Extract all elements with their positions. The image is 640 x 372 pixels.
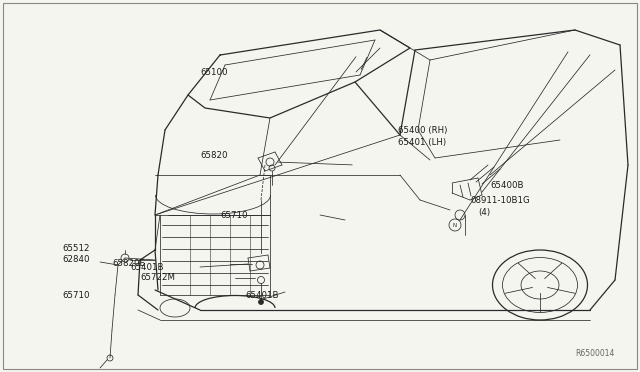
Text: 65710: 65710 xyxy=(62,291,90,299)
Text: R6500014: R6500014 xyxy=(575,349,615,358)
Text: 65710: 65710 xyxy=(220,211,248,219)
Text: 65722M: 65722M xyxy=(140,273,175,282)
Text: 65400 (RH): 65400 (RH) xyxy=(398,125,447,135)
Text: (4): (4) xyxy=(478,208,490,217)
Text: 08911-10B1G: 08911-10B1G xyxy=(470,196,530,205)
Text: 65401 (LH): 65401 (LH) xyxy=(398,138,446,147)
Circle shape xyxy=(259,299,264,305)
Text: 65401B: 65401B xyxy=(245,291,278,299)
Text: 65820: 65820 xyxy=(200,151,228,160)
Text: 65401B: 65401B xyxy=(130,263,163,272)
Text: 65820E: 65820E xyxy=(112,259,145,267)
Text: 65400B: 65400B xyxy=(490,180,524,189)
Text: 65100: 65100 xyxy=(200,67,228,77)
Text: N: N xyxy=(453,222,457,228)
Text: 62840: 62840 xyxy=(62,256,90,264)
Text: 65512: 65512 xyxy=(62,244,90,253)
